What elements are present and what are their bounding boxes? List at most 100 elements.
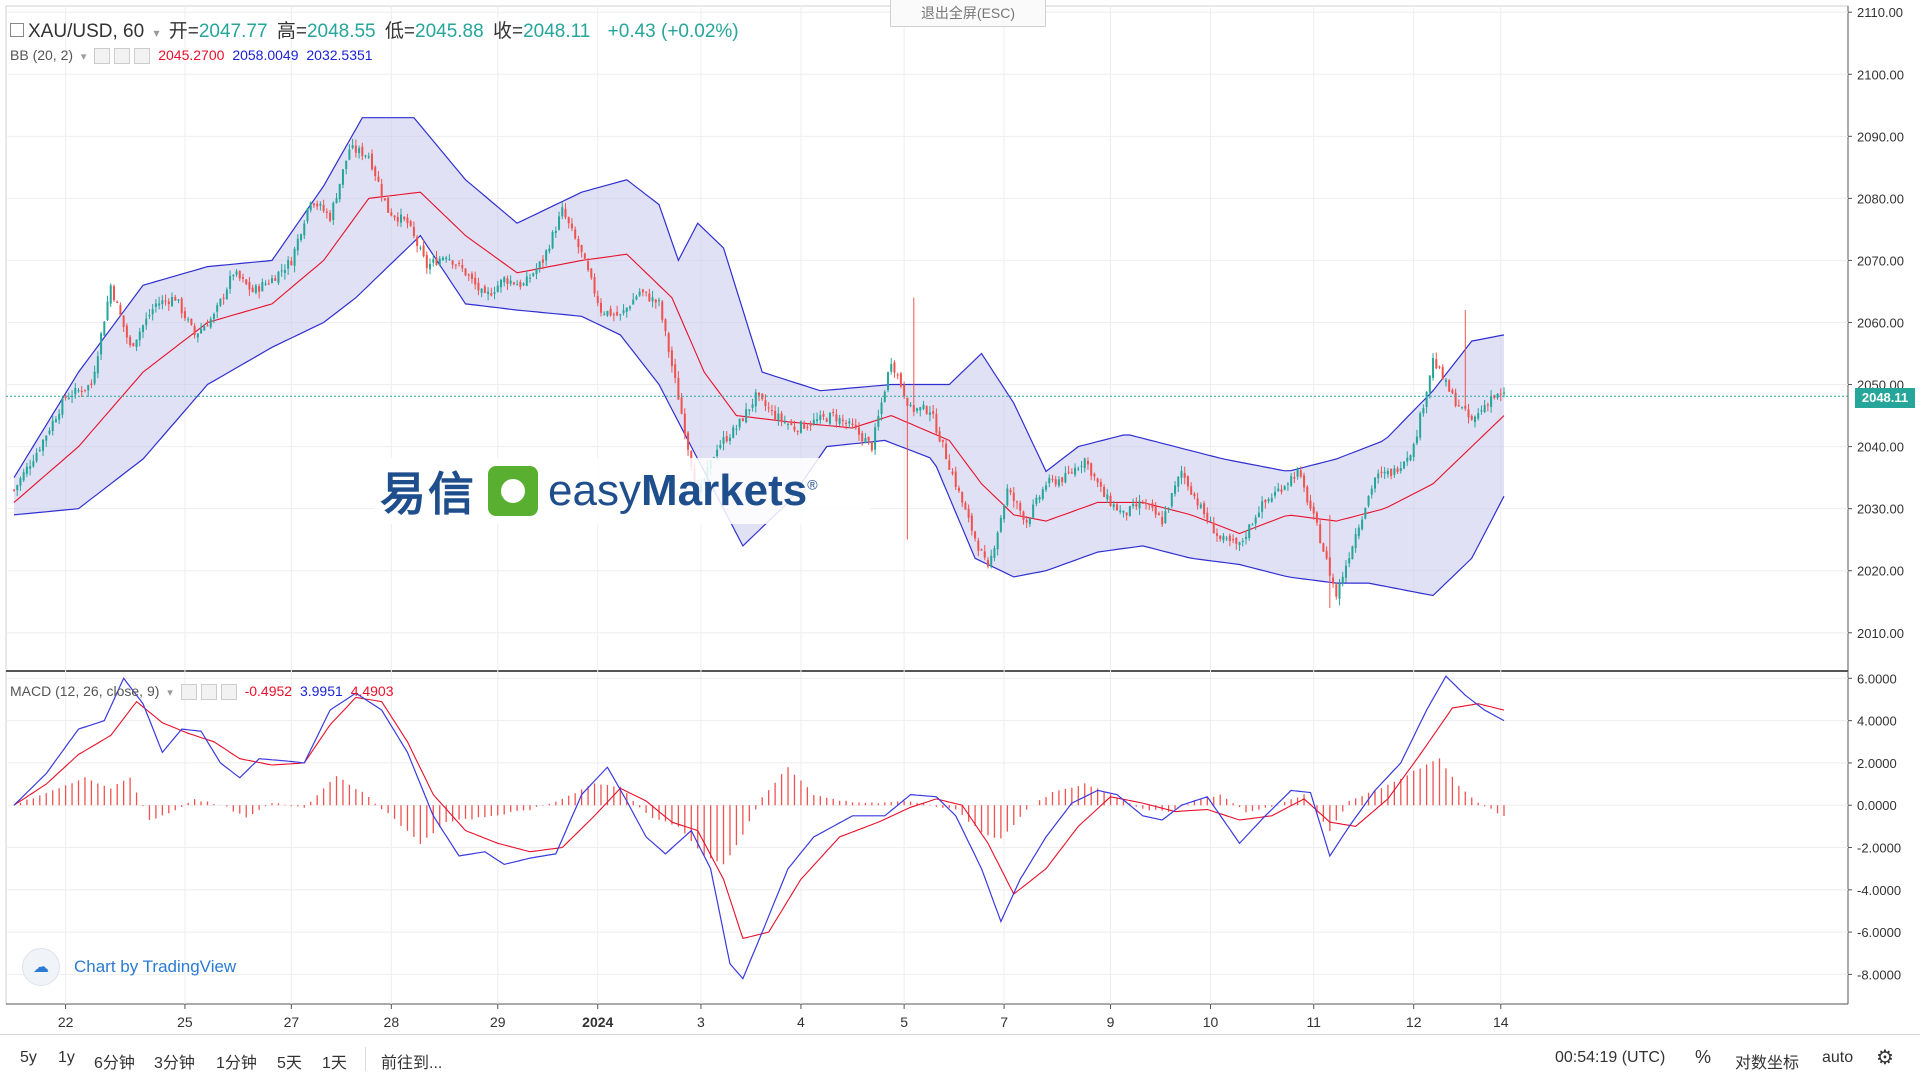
- candle-body: [645, 291, 648, 293]
- macd-y-tick-label: -2.0000: [1857, 841, 1901, 856]
- candle-body: [893, 362, 896, 373]
- settings-icon[interactable]: [114, 48, 131, 65]
- candle-body: [174, 296, 177, 301]
- candle-body: [1025, 519, 1028, 523]
- macd-y-tick-label: 4.0000: [1857, 714, 1897, 729]
- candle-body: [1235, 537, 1238, 544]
- candle-body: [1428, 375, 1431, 393]
- candle-body: [1222, 535, 1225, 541]
- candle-body: [1348, 558, 1351, 564]
- candle-body: [22, 472, 25, 481]
- candle-body: [1290, 476, 1293, 486]
- candle-body: [425, 255, 428, 269]
- settings-icon[interactable]: [200, 684, 217, 701]
- auto-scale-toggle[interactable]: auto: [1822, 1049, 1854, 1066]
- close-icon[interactable]: [134, 48, 151, 65]
- chevron-down-icon[interactable]: ▾: [167, 687, 173, 699]
- candle-body: [158, 303, 161, 306]
- candle-body: [1367, 496, 1370, 506]
- candle-body: [487, 291, 490, 295]
- candle-body: [335, 198, 338, 204]
- range-3min-button[interactable]: 3分钟: [154, 1055, 195, 1072]
- visibility-icon[interactable]: [94, 48, 111, 65]
- exit-fullscreen-button[interactable]: 退出全屏(ESC): [890, 0, 1046, 27]
- legend-toggle-icon[interactable]: [10, 23, 24, 37]
- candle-body: [1280, 489, 1283, 492]
- candle-body: [464, 268, 467, 276]
- candle-body: [341, 169, 344, 185]
- candle-body: [232, 275, 235, 277]
- candle-body: [100, 333, 103, 355]
- candle-body: [1490, 396, 1493, 407]
- candle-body: [651, 297, 654, 302]
- candle-body: [93, 371, 96, 384]
- range-1y-button[interactable]: 1y: [58, 1049, 75, 1066]
- candle-body: [1170, 493, 1173, 507]
- candle-body: [432, 259, 435, 263]
- candle-body: [245, 279, 248, 285]
- macd-y-tick-label: 2.0000: [1857, 756, 1897, 771]
- x-tick-label: 9: [1107, 1014, 1115, 1030]
- range-5d-button[interactable]: 5天: [277, 1055, 302, 1072]
- candle-body: [980, 549, 983, 551]
- candle-body: [116, 301, 119, 304]
- chevron-down-icon[interactable]: ▾: [153, 26, 160, 40]
- chart-canvas[interactable]: 2110.00 2100.00 2090.00 2080.00 2070.00 2060.…: [0, 0, 1920, 1034]
- candle-body: [499, 279, 503, 288]
- candle-body: [548, 248, 551, 252]
- candle-body: [1019, 503, 1022, 511]
- candle-body: [261, 282, 264, 292]
- candle-body: [828, 412, 831, 424]
- candle-body: [1425, 391, 1428, 407]
- y-tick-label: 2010.00: [1857, 626, 1904, 641]
- candle-body: [303, 223, 306, 236]
- candle-body: [377, 176, 380, 182]
- range-5y-button[interactable]: 5y: [20, 1049, 37, 1066]
- candle-body: [529, 277, 532, 279]
- candle-body: [1035, 497, 1038, 504]
- goto-date-button[interactable]: 前往到...: [381, 1055, 443, 1072]
- candle-body: [1373, 477, 1377, 489]
- range-1min-button[interactable]: 1分钟: [216, 1055, 257, 1072]
- x-tick-label: 2024: [582, 1014, 613, 1030]
- candle-body: [370, 153, 373, 170]
- candle-body: [177, 299, 180, 301]
- candle-body: [1109, 495, 1112, 506]
- gear-icon[interactable]: ⚙: [1876, 1047, 1894, 1069]
- log-scale-toggle[interactable]: 对数坐标: [1735, 1055, 1800, 1072]
- candle-body: [235, 271, 238, 275]
- open-label: 开=: [168, 21, 199, 42]
- candle-body: [1244, 536, 1248, 539]
- x-tick-label: 3: [697, 1014, 705, 1030]
- candle-body: [870, 441, 873, 451]
- candle-body: [1219, 535, 1222, 539]
- chevron-down-icon[interactable]: ▾: [80, 51, 87, 63]
- candle-body: [1186, 476, 1189, 487]
- candle-body: [145, 318, 148, 326]
- macd-y-tick-label: 0.0000: [1857, 798, 1897, 813]
- candle-body: [83, 389, 86, 391]
- candle-body: [119, 305, 122, 316]
- candle-body: [632, 299, 635, 305]
- tradingview-credit[interactable]: ☁ Chart by TradingView: [22, 948, 236, 986]
- macd-value: 3.9951: [299, 683, 343, 699]
- visibility-icon[interactable]: [180, 684, 197, 701]
- candle-body: [229, 275, 232, 289]
- candle-body: [1145, 503, 1148, 505]
- candle-body: [496, 285, 499, 292]
- candle-body: [1335, 584, 1338, 597]
- close-icon[interactable]: [220, 684, 237, 701]
- candle-body: [954, 471, 957, 487]
- range-6min-button[interactable]: 6分钟: [94, 1055, 135, 1072]
- candle-body: [1212, 522, 1215, 534]
- candle-body: [1412, 444, 1415, 458]
- range-1d-button[interactable]: 1天: [322, 1055, 347, 1072]
- candle-body: [1380, 471, 1383, 473]
- candle-body: [206, 325, 209, 327]
- percent-scale-toggle[interactable]: %: [1695, 1047, 1712, 1067]
- candle-body: [1180, 470, 1183, 478]
- macd-hist-value: -0.4952: [244, 683, 293, 699]
- candle-body: [890, 364, 893, 372]
- macd-signal-value: 4.4903: [350, 683, 394, 699]
- candle-body: [1283, 486, 1286, 490]
